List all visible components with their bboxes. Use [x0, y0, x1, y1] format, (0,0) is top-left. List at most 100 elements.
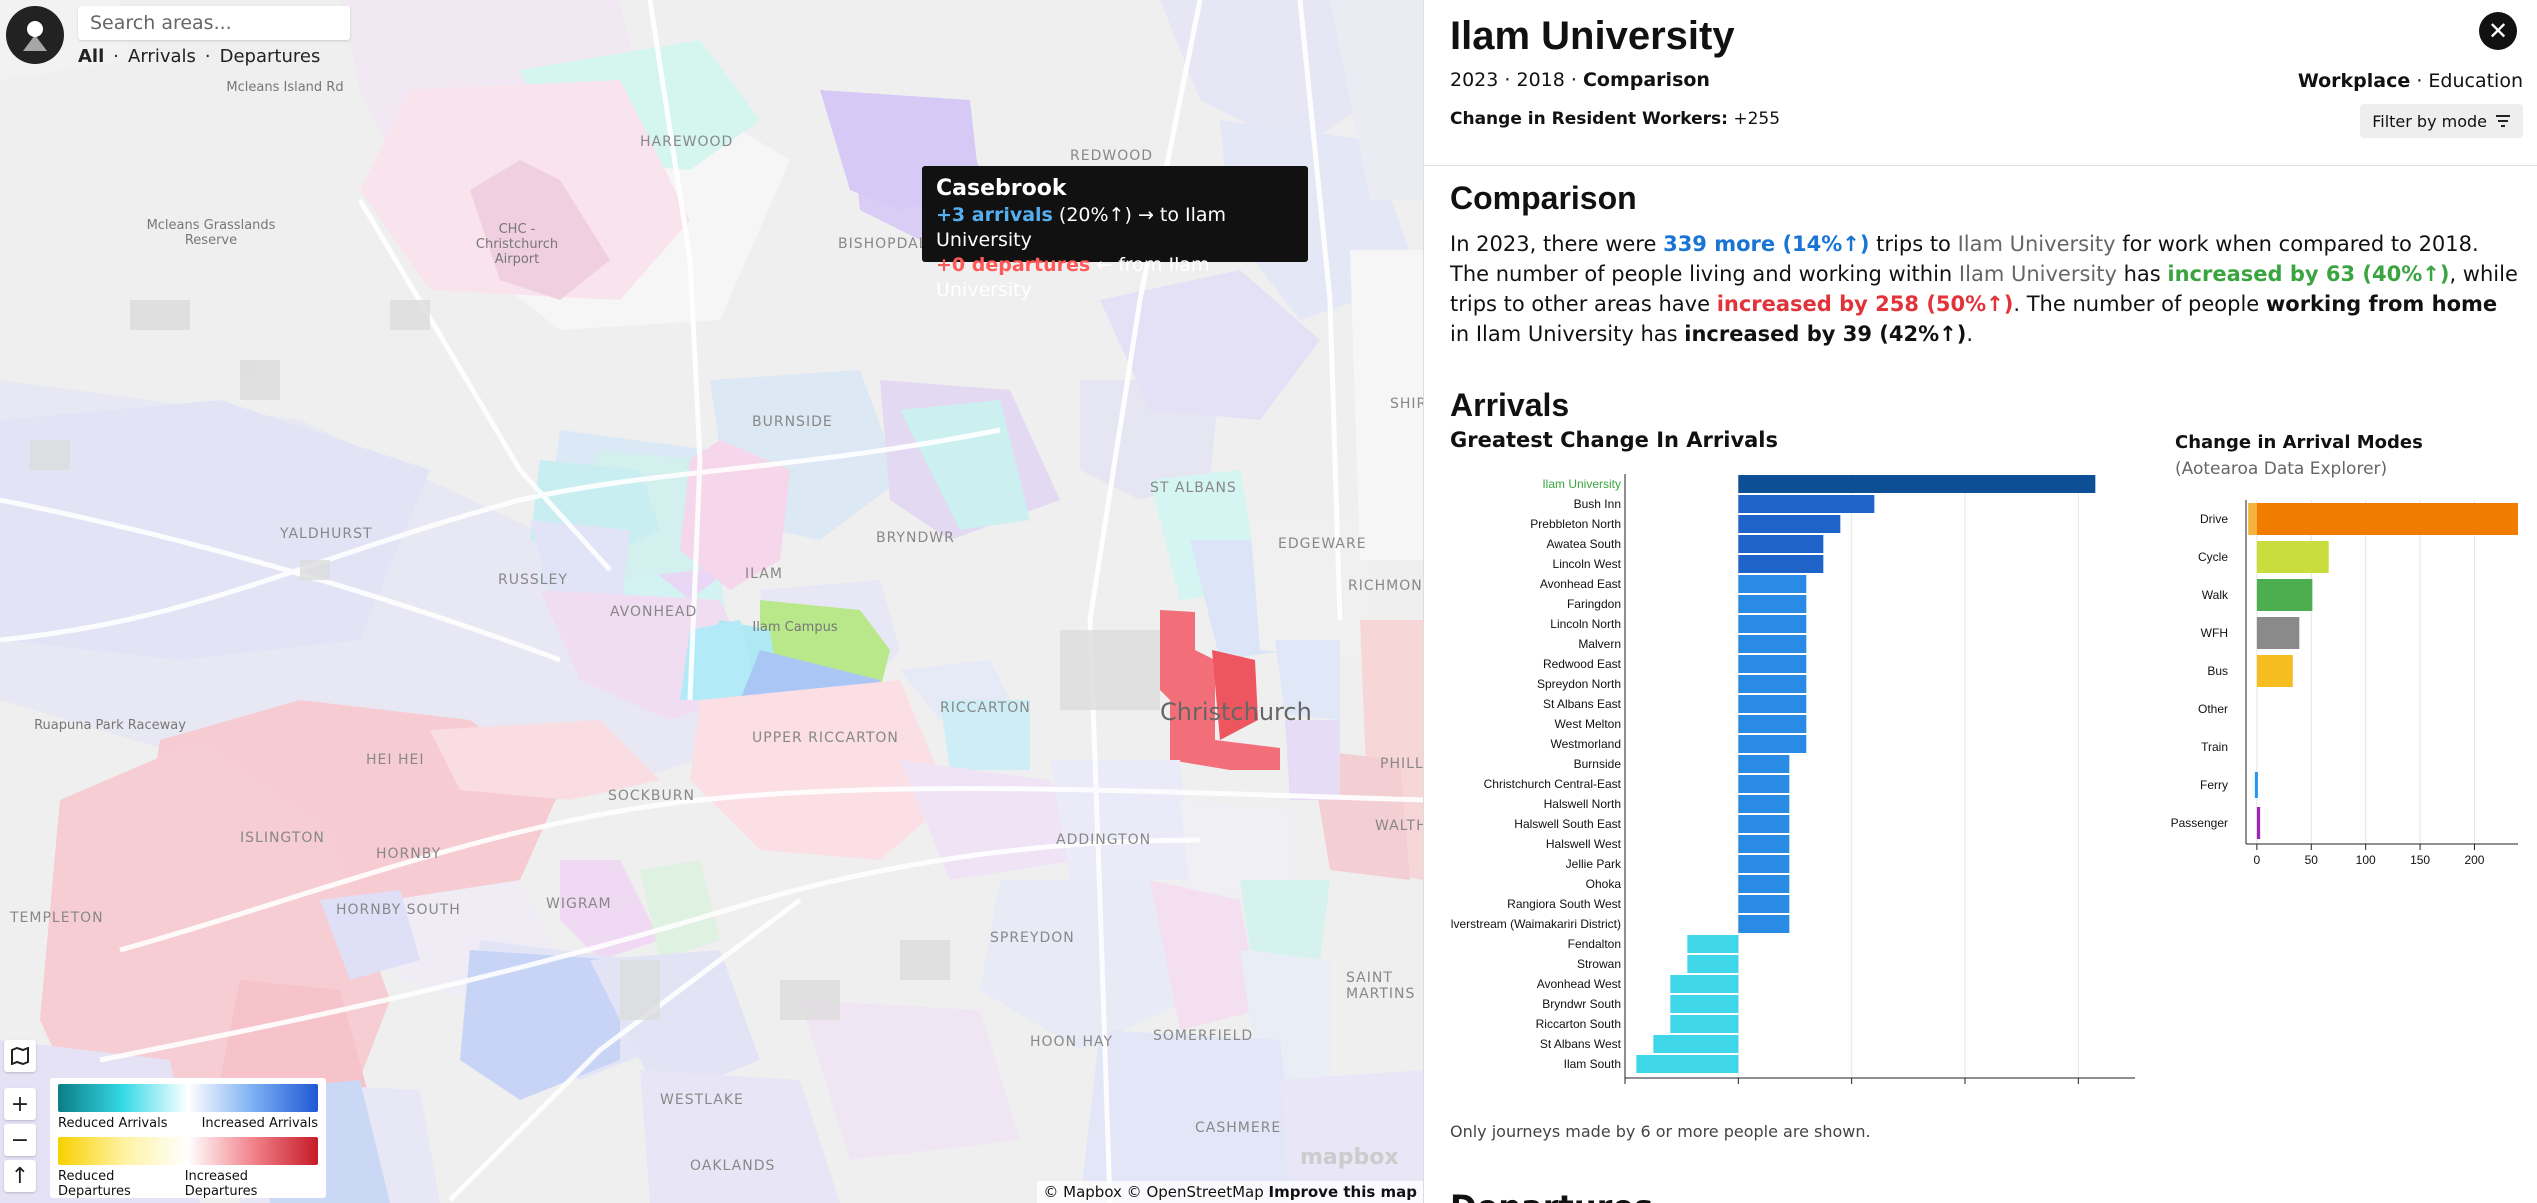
- search-input[interactable]: [78, 6, 350, 40]
- category-label: Other: [2198, 702, 2228, 716]
- nav-all[interactable]: All: [78, 46, 105, 67]
- bar-11: [1738, 695, 1807, 713]
- suburb-label: WALTHAM: [1375, 818, 1423, 834]
- filter-by-mode-button[interactable]: Filter by mode: [2360, 104, 2523, 138]
- suburb-label: HOON HAY: [1030, 1034, 1114, 1050]
- place-label: Mcleans Grasslands Reserve: [146, 218, 276, 248]
- year-comparison[interactable]: Comparison: [1582, 69, 1710, 91]
- bar-passenger: [2256, 807, 2261, 839]
- category-label: Passenger: [2171, 816, 2228, 830]
- improve-map-link[interactable]: Improve this map: [1268, 1183, 1417, 1201]
- tooltip-departures: +0 departures ← from Ilam University: [936, 254, 1210, 301]
- bar-4: [1738, 555, 1824, 573]
- tick-label: 200: [2464, 853, 2484, 867]
- bar-29: [1636, 1055, 1739, 1073]
- filter-icon: [2496, 115, 2510, 127]
- nav-separator: ·: [204, 46, 211, 67]
- zoom-out-button[interactable]: −: [4, 1124, 36, 1156]
- tab-education[interactable]: Education: [2428, 70, 2523, 92]
- bar-27: [1670, 1015, 1739, 1033]
- category-label: Christchurch Central-East: [1484, 777, 1622, 791]
- suburb-label: ST ALBANS: [1150, 480, 1237, 496]
- bar-drive: [2256, 503, 2518, 535]
- category-label: Train: [2201, 740, 2228, 754]
- greatest-change-heading: Greatest Change In Arrivals: [1450, 428, 1779, 452]
- category-label: Prebbleton North: [1530, 517, 1621, 531]
- year-2023[interactable]: 2023: [1450, 69, 1499, 91]
- legend-reduced-arrivals: Reduced Arrivals: [58, 1116, 168, 1131]
- suburb-label: SHIRL: [1390, 396, 1423, 412]
- category-label: Strowan: [1577, 957, 1621, 971]
- bar-26: [1670, 995, 1739, 1013]
- mode-tabs: Workplace · Education: [2297, 70, 2523, 92]
- map-style-button[interactable]: [4, 1040, 36, 1072]
- bar-0: [1738, 475, 2096, 493]
- compass-button[interactable]: ↑: [4, 1160, 36, 1192]
- bar-drive-negative: [2248, 503, 2257, 535]
- legend-increased-departures: Increased Departures: [184, 1169, 258, 1199]
- place-label: Ilam Campus: [752, 620, 838, 635]
- legend-reduced-departures: Reduced Departures: [58, 1169, 131, 1199]
- year-selector: 2023 · 2018 · Comparison: [1450, 69, 1710, 91]
- category-label: Ilam University: [1542, 477, 1621, 491]
- bar-3: [1738, 535, 1824, 553]
- arrivals-heading: Arrivals: [1450, 387, 1570, 423]
- bar-18: [1738, 835, 1790, 853]
- details-panel: Ilam University 2023 · 2018 · Comparison…: [1423, 0, 2537, 1203]
- modes-heading: Change in Arrival Modes (Aotearoa Data E…: [2175, 432, 2423, 479]
- year-2018[interactable]: 2018: [1516, 69, 1565, 91]
- departures-gradient: [58, 1137, 318, 1165]
- attribution-text[interactable]: © Mapbox © OpenStreetMap: [1043, 1183, 1264, 1201]
- category-label: Bus: [2207, 664, 2228, 678]
- place-label: CHC - Christchurch Airport: [475, 222, 559, 267]
- category-label: Awatea South: [1546, 537, 1621, 551]
- map[interactable]: Christchurch HAREWOOD REDWOOD BISHOPDALE BU…: [0, 0, 1423, 1203]
- map-legend: Reduced Arrivals Increased Arrivals Reduc…: [50, 1078, 326, 1199]
- legend-increased-arrivals: Increased Arrivals: [201, 1116, 318, 1131]
- departures-heading: Departures: [1450, 1188, 1653, 1203]
- suburb-label: HAREWOOD: [640, 134, 734, 150]
- category-label: St Albans East: [1543, 697, 1622, 711]
- bar-bus: [2256, 655, 2293, 687]
- suburb-label: EDGEWARE: [1278, 536, 1367, 552]
- bar-8: [1738, 635, 1807, 653]
- category-label: Ilam South: [1564, 1057, 1621, 1071]
- bar-5: [1738, 575, 1807, 593]
- city-label: Christchurch: [1160, 698, 1312, 726]
- bar-15: [1738, 775, 1790, 793]
- category-label: Spreydon North: [1537, 677, 1621, 691]
- zoom-in-button[interactable]: +: [4, 1088, 36, 1120]
- tab-workplace[interactable]: Workplace: [2297, 70, 2411, 92]
- suburb-label: HORNBY SOUTH: [336, 902, 461, 918]
- category-label: Bush Inn: [1574, 497, 1621, 511]
- place-label: Ruapuna Park Raceway: [34, 718, 186, 733]
- suburb-label: SAINT MARTINS: [1346, 970, 1416, 1002]
- nav-departures[interactable]: Departures: [219, 46, 321, 67]
- category-label: Riccarton South: [1536, 1017, 1621, 1031]
- category-label: Westmorland: [1551, 737, 1621, 751]
- bar-16: [1738, 795, 1790, 813]
- suburb-label: ILAM: [745, 566, 783, 582]
- arrival-modes-chart: Drive Cycle Walk WFH Bus Other Train Ferry Passe…: [2171, 500, 2518, 867]
- close-button[interactable]: ✕: [2479, 12, 2517, 50]
- bar-21: [1738, 895, 1790, 913]
- nav-arrivals[interactable]: Arrivals: [128, 46, 196, 67]
- panel-content: Comparison In 2023, there were 339 more …: [1450, 180, 2520, 424]
- tick-label: 150: [2410, 853, 2430, 867]
- category-label: Silverstream (Waimakariri District): [1450, 917, 1621, 931]
- bar-28: [1653, 1035, 1739, 1053]
- bar-23: [1687, 935, 1739, 953]
- category-label: Avonhead West: [1537, 977, 1622, 991]
- bar-17: [1738, 815, 1790, 833]
- bar-walk: [2256, 579, 2313, 611]
- category-label: West Melton: [1555, 717, 1621, 731]
- category-label: Ferry: [2200, 778, 2228, 792]
- suburb-label: ADDINGTON: [1056, 832, 1152, 848]
- tick-label: 100: [2356, 853, 2376, 867]
- logo-icon[interactable]: [6, 6, 64, 64]
- category-label: Jellie Park: [1566, 857, 1622, 871]
- mapbox-logo[interactable]: mapbox: [1300, 1145, 1399, 1170]
- bar-13: [1738, 735, 1807, 753]
- bar-1: [1738, 495, 1875, 513]
- bar-wfh: [2256, 617, 2300, 649]
